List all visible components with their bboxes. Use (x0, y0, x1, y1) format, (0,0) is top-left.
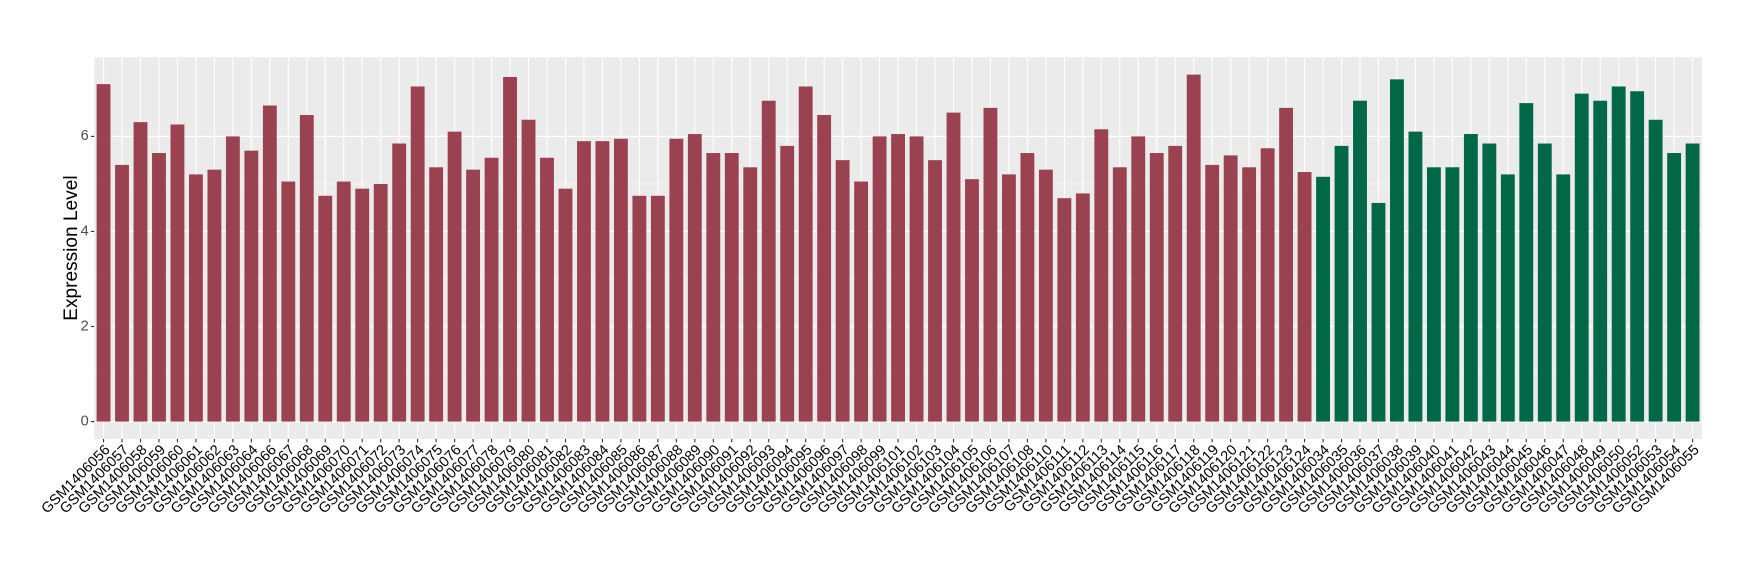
bar (669, 138, 684, 422)
bar (540, 157, 554, 422)
bar (207, 169, 222, 422)
bar (724, 153, 739, 422)
bar (1574, 93, 1589, 422)
bar (891, 134, 905, 422)
bar (761, 100, 776, 422)
bar (798, 86, 813, 422)
bar (1500, 174, 1515, 422)
bar (392, 143, 407, 422)
bar (318, 195, 333, 422)
bar (1057, 198, 1072, 422)
bar (262, 105, 277, 422)
bar (115, 164, 129, 422)
bar (1648, 119, 1663, 422)
bar (1260, 148, 1275, 422)
bar (983, 107, 998, 422)
bar (1020, 153, 1035, 422)
bar (1667, 153, 1682, 422)
bar (1334, 145, 1349, 422)
bar (946, 112, 961, 422)
bar (1297, 172, 1312, 422)
bar (1482, 143, 1497, 422)
bar (355, 188, 370, 422)
y-tick-label: 0 (81, 413, 89, 429)
y-tick-label: 6 (81, 128, 89, 144)
bar (687, 134, 702, 422)
bar (1353, 100, 1367, 422)
bar (872, 136, 887, 422)
bar (965, 179, 979, 422)
bar (577, 141, 591, 422)
bar (170, 124, 185, 422)
bar (1445, 167, 1460, 422)
bar (1593, 100, 1608, 422)
bar (1149, 153, 1164, 422)
bar (1371, 202, 1386, 422)
bar (447, 131, 462, 422)
y-axis-title: Expression Level (61, 175, 82, 320)
bar (1463, 134, 1478, 422)
bar (466, 169, 481, 422)
y-tick-label: 4 (81, 223, 89, 239)
bar (1001, 174, 1016, 422)
bar (613, 138, 628, 422)
bar (410, 86, 425, 422)
bar (1075, 193, 1090, 422)
bar (1279, 107, 1294, 422)
bar (650, 195, 665, 422)
bar (299, 115, 314, 422)
bar (1316, 176, 1330, 422)
bar (743, 167, 758, 422)
bar (1242, 167, 1257, 422)
bar (595, 141, 610, 422)
bar (1038, 169, 1053, 422)
bar (1537, 143, 1552, 422)
bar (133, 122, 148, 422)
bar (1685, 143, 1700, 422)
bar (817, 115, 832, 422)
bar (484, 157, 499, 422)
bar (706, 153, 721, 422)
bar (1556, 174, 1571, 422)
bar (244, 150, 259, 422)
bar (188, 174, 203, 422)
bar (1519, 103, 1534, 422)
bar (225, 136, 240, 422)
bar (854, 181, 869, 422)
bar (281, 181, 296, 422)
bar (928, 160, 942, 422)
bar (1630, 91, 1645, 422)
bar (1186, 74, 1201, 422)
bar (909, 136, 924, 422)
bar (1168, 145, 1183, 422)
bar (1408, 131, 1423, 422)
bar (558, 188, 573, 422)
bar (780, 145, 795, 422)
bar (835, 160, 850, 422)
bar (1390, 79, 1404, 422)
bar (1131, 136, 1146, 422)
bar (429, 167, 444, 422)
bar (521, 119, 536, 422)
bar (632, 195, 647, 422)
bar (1094, 129, 1109, 422)
bar (1426, 167, 1441, 422)
bar (96, 84, 111, 422)
bar (1611, 86, 1626, 422)
bar (1112, 167, 1127, 422)
bar (503, 76, 517, 422)
y-tick-label: 2 (81, 318, 89, 334)
bar (373, 183, 388, 422)
bar (336, 181, 351, 422)
bar (1223, 155, 1238, 422)
bar (152, 153, 166, 422)
bar (1205, 164, 1220, 422)
